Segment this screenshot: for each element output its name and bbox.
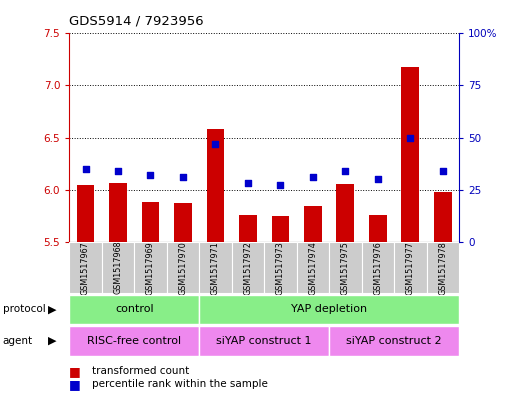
Point xyxy=(341,168,349,174)
Point xyxy=(82,165,90,172)
Text: GSM1517971: GSM1517971 xyxy=(211,241,220,294)
Point xyxy=(211,141,220,147)
Bar xyxy=(134,242,167,293)
Bar xyxy=(271,216,289,242)
Bar xyxy=(402,67,419,242)
Text: RISC-free control: RISC-free control xyxy=(87,336,181,346)
Bar xyxy=(207,129,224,242)
Text: transformed count: transformed count xyxy=(92,366,190,376)
Bar xyxy=(174,203,192,242)
Bar xyxy=(434,192,452,242)
Point xyxy=(406,134,415,141)
Point xyxy=(146,172,154,178)
Bar xyxy=(329,326,459,356)
Bar xyxy=(232,242,264,293)
Point xyxy=(309,174,317,180)
Bar xyxy=(362,242,394,293)
Text: ■: ■ xyxy=(69,365,81,378)
Bar xyxy=(199,295,459,324)
Bar xyxy=(199,326,329,356)
Text: GSM1517974: GSM1517974 xyxy=(308,241,318,294)
Bar xyxy=(109,184,127,242)
Text: ▶: ▶ xyxy=(48,305,56,314)
Point xyxy=(374,176,382,182)
Text: GSM1517978: GSM1517978 xyxy=(439,241,447,294)
Text: GSM1517967: GSM1517967 xyxy=(81,241,90,294)
Text: ■: ■ xyxy=(69,378,81,391)
Bar xyxy=(369,215,387,242)
Point xyxy=(179,174,187,180)
Text: GSM1517970: GSM1517970 xyxy=(179,241,187,294)
Bar xyxy=(142,202,160,242)
Text: GSM1517973: GSM1517973 xyxy=(276,241,285,294)
Text: ▶: ▶ xyxy=(48,336,56,346)
Bar xyxy=(329,242,362,293)
Point xyxy=(277,182,285,189)
Bar xyxy=(69,242,102,293)
Bar xyxy=(427,242,459,293)
Bar xyxy=(69,326,199,356)
Text: GSM1517976: GSM1517976 xyxy=(373,241,382,294)
Bar xyxy=(394,242,427,293)
Text: GSM1517969: GSM1517969 xyxy=(146,241,155,294)
Text: GSM1517968: GSM1517968 xyxy=(113,241,123,294)
Point xyxy=(439,168,447,174)
Text: GDS5914 / 7923956: GDS5914 / 7923956 xyxy=(69,15,204,28)
Bar xyxy=(199,242,232,293)
Text: GSM1517972: GSM1517972 xyxy=(244,241,252,295)
Text: siYAP construct 2: siYAP construct 2 xyxy=(346,336,442,346)
Text: agent: agent xyxy=(3,336,33,346)
Bar xyxy=(337,184,354,242)
Text: percentile rank within the sample: percentile rank within the sample xyxy=(92,379,268,389)
Text: GSM1517975: GSM1517975 xyxy=(341,241,350,295)
Bar xyxy=(239,215,257,242)
Bar xyxy=(297,242,329,293)
Text: siYAP construct 1: siYAP construct 1 xyxy=(216,336,312,346)
Text: YAP depletion: YAP depletion xyxy=(291,305,367,314)
Bar xyxy=(76,185,94,242)
Bar xyxy=(102,242,134,293)
Text: protocol: protocol xyxy=(3,305,45,314)
Bar xyxy=(264,242,297,293)
Bar xyxy=(167,242,199,293)
Bar xyxy=(69,295,199,324)
Text: GSM1517977: GSM1517977 xyxy=(406,241,415,295)
Bar xyxy=(304,206,322,242)
Point xyxy=(114,168,122,174)
Point xyxy=(244,180,252,187)
Text: control: control xyxy=(115,305,153,314)
